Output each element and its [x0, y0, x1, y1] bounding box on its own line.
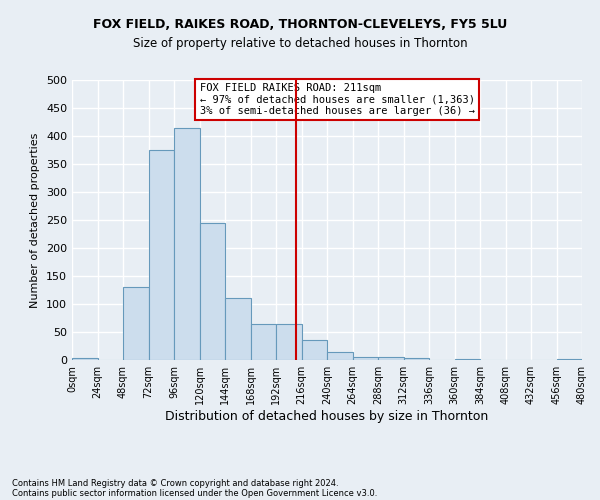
- Bar: [378, 357, 404, 360]
- Bar: [199, 223, 225, 360]
- Bar: [123, 287, 149, 360]
- Text: FOX FIELD, RAIKES ROAD, THORNTON-CLEVELEYS, FY5 5LU: FOX FIELD, RAIKES ROAD, THORNTON-CLEVELE…: [93, 18, 507, 30]
- Bar: [557, 359, 582, 360]
- Text: Size of property relative to detached houses in Thornton: Size of property relative to detached ho…: [133, 38, 467, 51]
- Bar: [251, 324, 276, 360]
- Text: Contains public sector information licensed under the Open Government Licence v3: Contains public sector information licen…: [12, 488, 377, 498]
- Bar: [327, 352, 353, 360]
- Bar: [276, 324, 302, 360]
- Bar: [72, 358, 97, 360]
- Bar: [302, 340, 327, 360]
- Bar: [353, 356, 378, 360]
- Y-axis label: Number of detached properties: Number of detached properties: [31, 132, 40, 308]
- Text: Contains HM Land Registry data © Crown copyright and database right 2024.: Contains HM Land Registry data © Crown c…: [12, 478, 338, 488]
- Bar: [174, 128, 199, 360]
- Text: FOX FIELD RAIKES ROAD: 211sqm
← 97% of detached houses are smaller (1,363)
3% of: FOX FIELD RAIKES ROAD: 211sqm ← 97% of d…: [199, 83, 475, 116]
- X-axis label: Distribution of detached houses by size in Thornton: Distribution of detached houses by size …: [166, 410, 488, 422]
- Bar: [149, 150, 174, 360]
- Bar: [225, 298, 251, 360]
- Bar: [404, 358, 429, 360]
